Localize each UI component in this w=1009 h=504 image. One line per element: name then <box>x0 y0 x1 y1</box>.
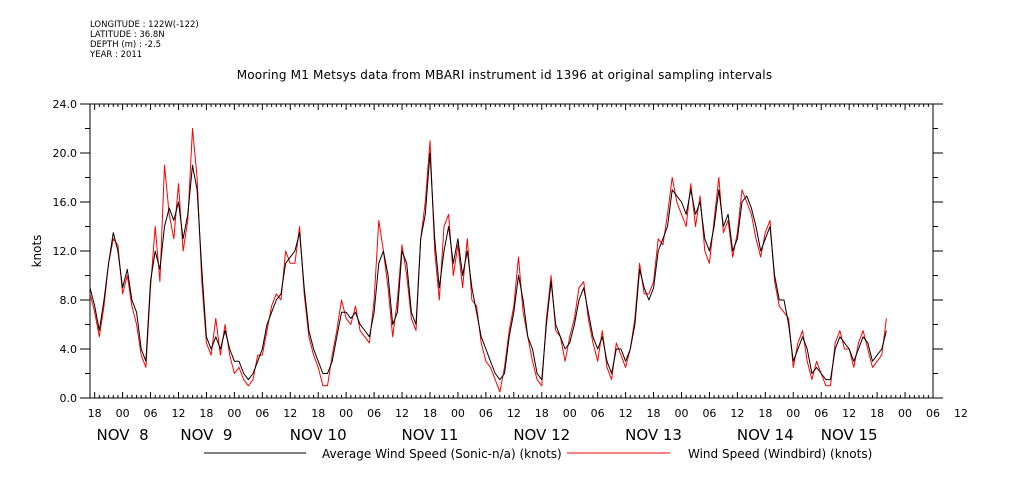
x-hour-label: 00 <box>451 407 465 420</box>
y-axis-label: knots <box>30 235 44 268</box>
x-hour-label: 00 <box>116 407 130 420</box>
x-day-label: NOV 10 <box>290 426 347 444</box>
x-hour-label: 18 <box>535 407 549 420</box>
x-hour-label: 06 <box>814 407 828 420</box>
station-metadata: LONGITUDE : 122W(-122) LATITUDE : 36.8N … <box>90 20 199 60</box>
x-tick-labels: 18 00 06 12 18 00 06 12 18 00 06 12 18 00 06 12 18 00 06 12… <box>88 407 968 420</box>
x-hour-label: 06 <box>591 407 605 420</box>
x-hour-label: 00 <box>898 407 912 420</box>
series-lines <box>89 128 887 393</box>
y-tick-label: 16.0 <box>53 196 78 209</box>
x-hour-label: 12 <box>507 407 521 420</box>
y-tick-label: 12.0 <box>53 245 78 258</box>
y-tick-label: 0.0 <box>60 392 78 405</box>
x-hour-label: 06 <box>926 407 940 420</box>
x-day-label: NOV 15 <box>821 426 878 444</box>
x-hour-label: 06 <box>367 407 381 420</box>
x-hour-label: 18 <box>870 407 884 420</box>
x-day-label: NOV 9 <box>180 426 232 444</box>
x-hour-label: 12 <box>730 407 744 420</box>
x-hour-label: 12 <box>954 407 968 420</box>
x-hour-label: 12 <box>171 407 185 420</box>
x-hour-label: 00 <box>227 407 241 420</box>
x-hour-label: 00 <box>563 407 577 420</box>
y-tick-label: 4.0 <box>60 343 78 356</box>
x-hour-label: 18 <box>311 407 325 420</box>
series-line-windbird <box>89 128 887 393</box>
axis-ticks <box>80 103 943 399</box>
y-tick-label: 24.0 <box>53 98 78 111</box>
y-tick-label: 20.0 <box>53 147 78 160</box>
x-hour-label: 06 <box>255 407 269 420</box>
x-day-label: NOV 11 <box>402 426 459 444</box>
x-hour-label: 00 <box>339 407 353 420</box>
x-day-label: NOV 14 <box>737 426 794 444</box>
y-tick-label: 8.0 <box>60 294 78 307</box>
x-hour-label: 06 <box>702 407 716 420</box>
x-hour-label: 12 <box>283 407 297 420</box>
x-hour-label: 00 <box>786 407 800 420</box>
x-day-label: NOV 8 <box>97 426 149 444</box>
x-hour-label: 06 <box>479 407 493 420</box>
latitude-label: LATITUDE : 36.8N <box>90 30 165 40</box>
x-hour-label: 18 <box>199 407 213 420</box>
legend: Average Wind Speed (Sonic-n/a) (knots) W… <box>204 447 872 461</box>
x-day-label: NOV 13 <box>625 426 682 444</box>
longitude-label: LONGITUDE : 122W(-122) <box>90 20 199 30</box>
x-day-label: NOV 12 <box>513 426 570 444</box>
x-hour-label: 18 <box>758 407 772 420</box>
year-label: YEAR : 2011 <box>90 50 143 60</box>
series-line-sonic <box>89 152 887 381</box>
depth-label: DEPTH (m) : -2.5 <box>90 40 162 50</box>
x-hour-label: 12 <box>619 407 633 420</box>
chart-title: Mooring M1 Metsys data from MBARI instru… <box>236 68 773 82</box>
x-hour-label: 06 <box>144 407 158 420</box>
x-hour-label: 18 <box>88 407 102 420</box>
x-hour-label: 18 <box>423 407 437 420</box>
y-tick-labels: 0.0 4.0 8.0 12.0 16.0 20.0 24.0 <box>53 98 78 405</box>
legend-sonic-label: Average Wind Speed (Sonic-n/a) (knots) <box>322 447 562 461</box>
x-day-labels: NOV 8 NOV 9 NOV 10 NOV 11 NOV 12 NOV 13 NOV 14… <box>97 426 878 444</box>
x-hour-label: 18 <box>647 407 661 420</box>
x-hour-label: 12 <box>395 407 409 420</box>
x-hour-label: 00 <box>674 407 688 420</box>
legend-windbird-label: Wind Speed (Windbird) (knots) <box>688 447 872 461</box>
x-hour-label: 12 <box>842 407 856 420</box>
